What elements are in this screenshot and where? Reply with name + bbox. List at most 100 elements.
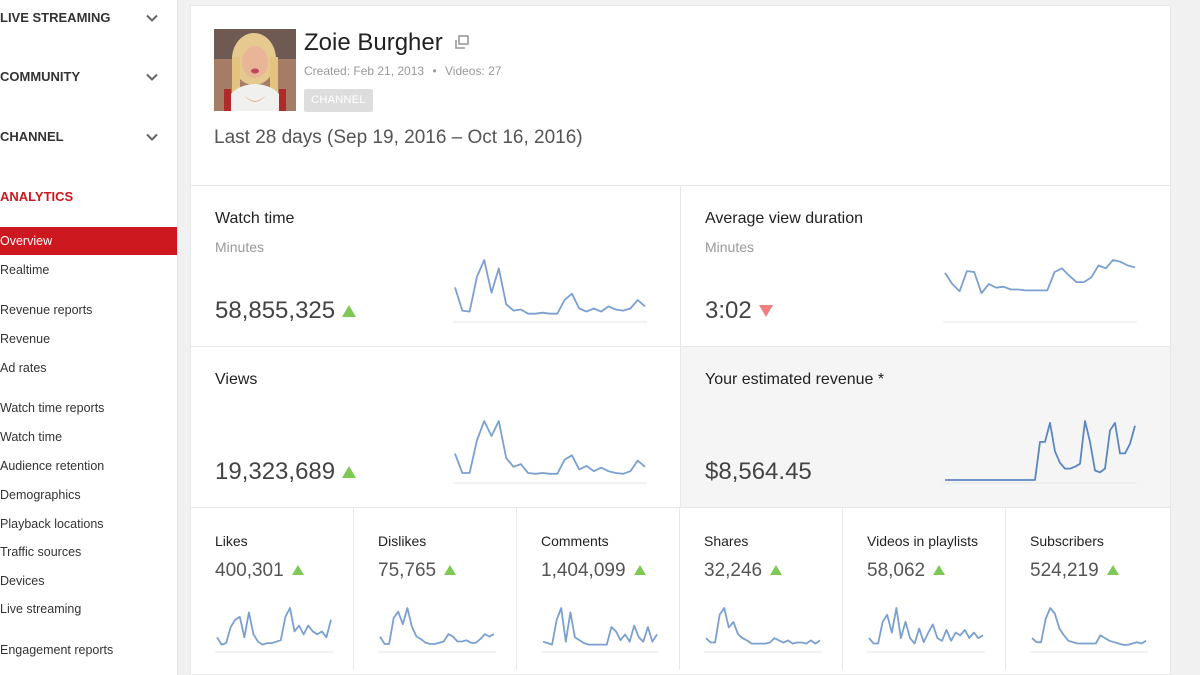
date-range[interactable]: Last 28 days (Sep 19, 2016 – Oct 16, 201… [214,127,583,148]
metric-card-subscribers[interactable]: Subscribers 524,219 [1006,508,1169,670]
channel-name[interactable]: Zoie Burgher [304,29,443,56]
metric-title: Videos in playlists [867,533,979,549]
metric-value: 58,062 [867,560,926,581]
metric-value: 75,765 [378,560,437,581]
channel-avatar[interactable] [214,29,296,111]
analytics-overview: Zoie Burgher Created: Feb 21, 2013 • Vid… [190,5,1171,675]
sparkline-series [944,259,1136,295]
watch-time-sparkline [453,259,647,323]
metric-card-dislikes[interactable]: Dislikes 75,765 [354,508,517,670]
sidebar-item-devices[interactable]: Devices [0,574,45,588]
metric-value-row: 58,062 [867,559,946,583]
chevron-down-icon [146,133,158,141]
channel-header: Zoie Burgher Created: Feb 21, 2013 • Vid… [191,6,1170,186]
sidebar-section-live-streaming[interactable]: LIVE STREAMING [0,7,177,29]
sparkline-series [216,607,332,646]
sidebar-item-ad-rates[interactable]: Ad rates [0,361,47,375]
metric-value: 524,219 [1030,560,1099,581]
metric-value-row: 32,246 [704,559,783,583]
sidebar-item-revenue[interactable]: Revenue [0,332,51,346]
comments-sparkline [541,607,659,653]
metric-title: Shares [704,533,749,549]
estimated-revenue-sparkline [943,420,1137,484]
sparkline-series [868,607,984,645]
metric-value: $8,564.45 [705,458,812,485]
subscribers-sparkline [1030,607,1148,653]
metric-card-shares[interactable]: Shares 32,246 [680,508,843,670]
chevron-down-icon [146,14,158,22]
metric-value-row: 58,855,325 [215,296,357,326]
metric-value: 58,855,325 [215,297,336,324]
sparkline-series [379,607,495,645]
meta-separator: • [432,64,437,78]
metric-card-avg-view-duration[interactable]: Average view duration Minutes 3:02 [680,186,1170,347]
metric-title: Views [215,371,258,388]
sidebar-section-channel[interactable]: CHANNEL [0,126,177,148]
trend-up-icon [1106,565,1119,575]
sparkline-series [454,420,646,475]
metric-card-watch-time[interactable]: Watch time Minutes 58,855,325 [191,186,681,347]
metric-card-comments[interactable]: Comments 1,404,099 [517,508,680,670]
metric-title: Likes [215,533,248,549]
sidebar-item-realtime[interactable]: Realtime [0,263,50,277]
dislikes-sparkline [378,607,496,653]
metric-card-videos-in-playlists[interactable]: Videos in playlists 58,062 [843,508,1006,670]
metric-title: Average view duration [705,210,864,227]
channel-videos-count: Videos: 27 [444,64,502,78]
metric-value-row: 3:02 [705,296,773,326]
metric-value-row: 75,765 [378,559,457,583]
metric-value-row: $8,564.45 [705,457,812,487]
sidebar-item-playback-locations[interactable]: Playback locations [0,517,104,531]
channel-badge: CHANNEL [304,89,373,112]
metric-card-estimated-revenue[interactable]: Your estimated revenue * $8,564.45 [680,347,1170,508]
sidebar-item-live-streaming[interactable]: Live streaming [0,602,82,616]
metric-value: 400,301 [215,560,284,581]
metric-value-row: 524,219 [1030,559,1119,583]
sparkline-series [542,607,658,646]
trend-up-icon [933,565,946,575]
metric-unit: Minutes [215,239,265,255]
sidebar-group-revenue-reports: Revenue reports [0,303,93,317]
sidebar-group-engagement-reports: Engagement reports [0,643,114,657]
metric-unit: Minutes [705,239,755,255]
metric-value: 19,323,689 [215,458,336,485]
metric-value-row: 400,301 [215,559,304,583]
channel-created: Created: Feb 21, 2013 [304,64,425,78]
metric-title: Watch time [215,210,295,227]
sidebar-item-demographics[interactable]: Demographics [0,488,81,502]
sidebar-section-label: LIVE STREAMING [0,10,111,25]
views-sparkline [453,420,647,484]
metric-value: 32,246 [704,560,763,581]
trend-up-icon [633,565,646,575]
sidebar-item-overview[interactable]: Overview [0,227,177,255]
sidebar-analytics-heading[interactable]: ANALYTICS [0,189,74,204]
chevron-down-icon [146,73,158,81]
sparkline-series [454,259,646,315]
metric-title: Comments [541,533,609,549]
sidebar-item-traffic-sources[interactable]: Traffic sources [0,545,82,559]
trend-up-icon [770,565,783,575]
channel-meta: Created: Feb 21, 2013 • Videos: 27 [304,63,501,79]
metric-value: 1,404,099 [541,560,626,581]
metric-title: Subscribers [1030,533,1104,549]
metric-title: Your estimated revenue * [705,371,885,388]
trend-up-icon [291,565,304,575]
avatar-image [214,29,296,111]
metric-card-likes[interactable]: Likes 400,301 [191,508,354,670]
trend-up-icon [444,565,457,575]
shares-sparkline [704,607,822,653]
sidebar-item-audience-retention[interactable]: Audience retention [0,459,105,473]
sidebar-group-watch-time-reports: Watch time reports [0,401,105,415]
trend-up-icon [342,466,357,478]
videos-in-playlists-sparkline [867,607,985,653]
metric-card-views[interactable]: Views 19,323,689 [191,347,681,508]
metric-title: Dislikes [378,533,427,549]
sparkline-series [945,420,1136,481]
open-in-new-icon[interactable] [455,35,469,49]
sidebar-section-community[interactable]: COMMUNITY [0,66,177,88]
metric-value-row: 19,323,689 [215,457,357,487]
metric-value: 3:02 [705,297,752,324]
sidebar-item-watch-time[interactable]: Watch time [0,430,63,444]
sparkline-series [705,607,821,645]
metric-value-row: 1,404,099 [541,559,646,583]
